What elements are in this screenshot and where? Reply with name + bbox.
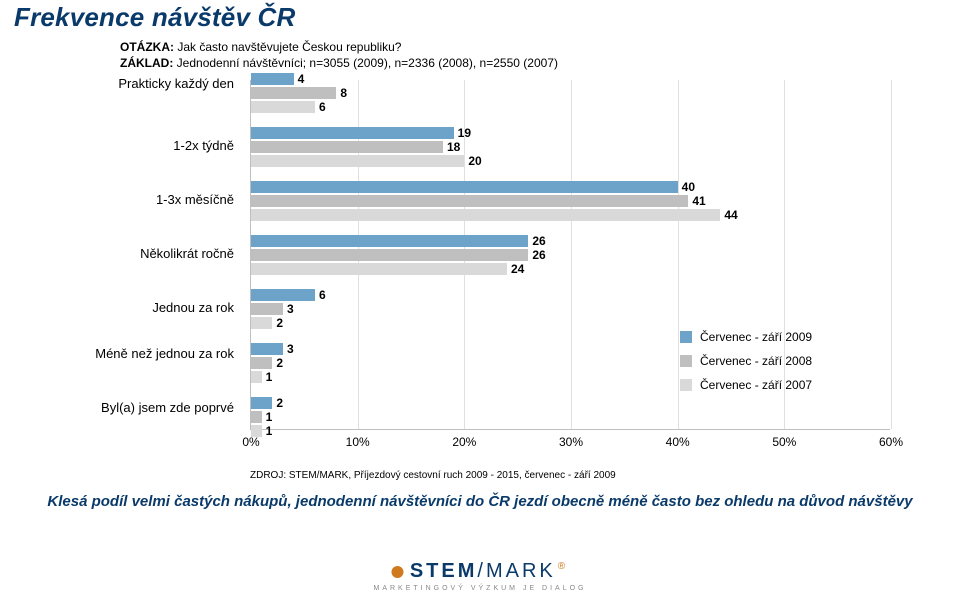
logo: STEM/MARK® MARKETINGOVÝ VÝZKUM JE DIALOG [373, 560, 586, 592]
bar-value-label: 41 [688, 195, 705, 207]
bar [251, 371, 262, 383]
takeaway-text: Klesá podíl velmi častých nákupů, jednod… [40, 492, 920, 512]
bar-value-label: 26 [528, 249, 545, 261]
legend-label: Červenec - září 2009 [700, 330, 812, 344]
bar-value-label: 1 [262, 425, 273, 437]
x-axis-label: 60% [879, 435, 903, 449]
bar [251, 87, 336, 99]
x-axis-label: 40% [666, 435, 690, 449]
bar-value-label: 6 [315, 289, 326, 301]
legend: Červenec - září 2009 Červenec - září 2008… [680, 330, 860, 402]
bar-value-label: 3 [283, 303, 294, 315]
page-title: Frekvence návštěv ČR [14, 2, 295, 33]
basis-text: Jednodenní návštěvníci; n=3055 (2009), n… [177, 56, 558, 70]
gridline [890, 80, 892, 429]
legend-swatch-icon [680, 379, 692, 391]
logo-bullet-icon [392, 566, 404, 578]
logo-registered-icon: ® [558, 561, 568, 572]
category-label: Jednou za rok [40, 300, 240, 316]
bar [251, 303, 283, 315]
question-label: OTÁZKA: [120, 40, 174, 54]
bar [251, 101, 315, 113]
bar [251, 155, 464, 167]
bar [251, 195, 688, 207]
legend-label: Červenec - září 2008 [700, 354, 812, 368]
bar-value-label: 2 [272, 317, 283, 329]
bar [251, 249, 528, 261]
bar [251, 289, 315, 301]
legend-item: Červenec - září 2009 [680, 330, 860, 344]
logo-subtitle: MARKETINGOVÝ VÝZKUM JE DIALOG [373, 585, 586, 592]
legend-label: Červenec - září 2007 [700, 378, 812, 392]
legend-item: Červenec - září 2007 [680, 378, 860, 392]
basis-line: ZÁKLAD: Jednodenní návštěvníci; n=3055 (… [120, 56, 558, 70]
bar-value-label: 2 [272, 357, 283, 369]
category-label: Méně než jednou za rok [40, 346, 240, 362]
question-line: OTÁZKA: Jak často navštěvujete Českou re… [120, 40, 401, 54]
logo-text-2: MARK [486, 560, 556, 582]
category-label: Několikrát ročně [40, 246, 240, 262]
bar [251, 425, 262, 437]
bar-value-label: 26 [528, 235, 545, 247]
x-axis-label: 10% [346, 435, 370, 449]
bar-value-label: 40 [678, 181, 695, 193]
bar [251, 73, 294, 85]
bar-value-label: 19 [454, 127, 471, 139]
x-axis-label: 50% [772, 435, 796, 449]
bar-value-label: 20 [464, 155, 481, 167]
bar [251, 127, 454, 139]
logo-text-1: STEM [410, 560, 478, 582]
bar [251, 209, 720, 221]
bar [251, 181, 678, 193]
bar [251, 141, 443, 153]
bar-value-label: 44 [720, 209, 737, 221]
category-label: Prakticky každý den [40, 76, 240, 92]
legend-swatch-icon [680, 355, 692, 367]
bar-value-label: 1 [262, 411, 273, 423]
x-axis-label: 30% [559, 435, 583, 449]
bar-value-label: 4 [294, 73, 305, 85]
legend-swatch-icon [680, 331, 692, 343]
bar-value-label: 2 [272, 397, 283, 409]
source-text: ZDROJ: STEM/MARK, Příjezdový cestovní ru… [250, 470, 616, 481]
bar-value-label: 3 [283, 343, 294, 355]
logo-main: STEM/MARK® [373, 560, 586, 583]
x-axis-label: 0% [242, 435, 259, 449]
bar-chart: 0%10%20%30%40%50%60%48619182040414426262… [40, 80, 920, 460]
question-text: Jak často navštěvujete Českou republiku? [177, 40, 401, 54]
bar [251, 317, 272, 329]
category-label: Byl(a) jsem zde poprvé [40, 400, 240, 416]
bar-value-label: 24 [507, 263, 524, 275]
basis-label: ZÁKLAD: [120, 56, 173, 70]
x-axis-label: 20% [452, 435, 476, 449]
bar [251, 357, 272, 369]
category-label: 1-2x týdně [40, 138, 240, 154]
bar [251, 263, 507, 275]
gridline [570, 80, 572, 429]
bar [251, 343, 283, 355]
bar-value-label: 18 [443, 141, 460, 153]
bar-value-label: 1 [262, 371, 273, 383]
legend-item: Červenec - září 2008 [680, 354, 860, 368]
bar [251, 411, 262, 423]
bar [251, 397, 272, 409]
bar-value-label: 6 [315, 101, 326, 113]
category-label: 1-3x měsíčně [40, 192, 240, 208]
gridline [677, 80, 679, 429]
bar [251, 235, 528, 247]
bar-value-label: 8 [336, 87, 347, 99]
